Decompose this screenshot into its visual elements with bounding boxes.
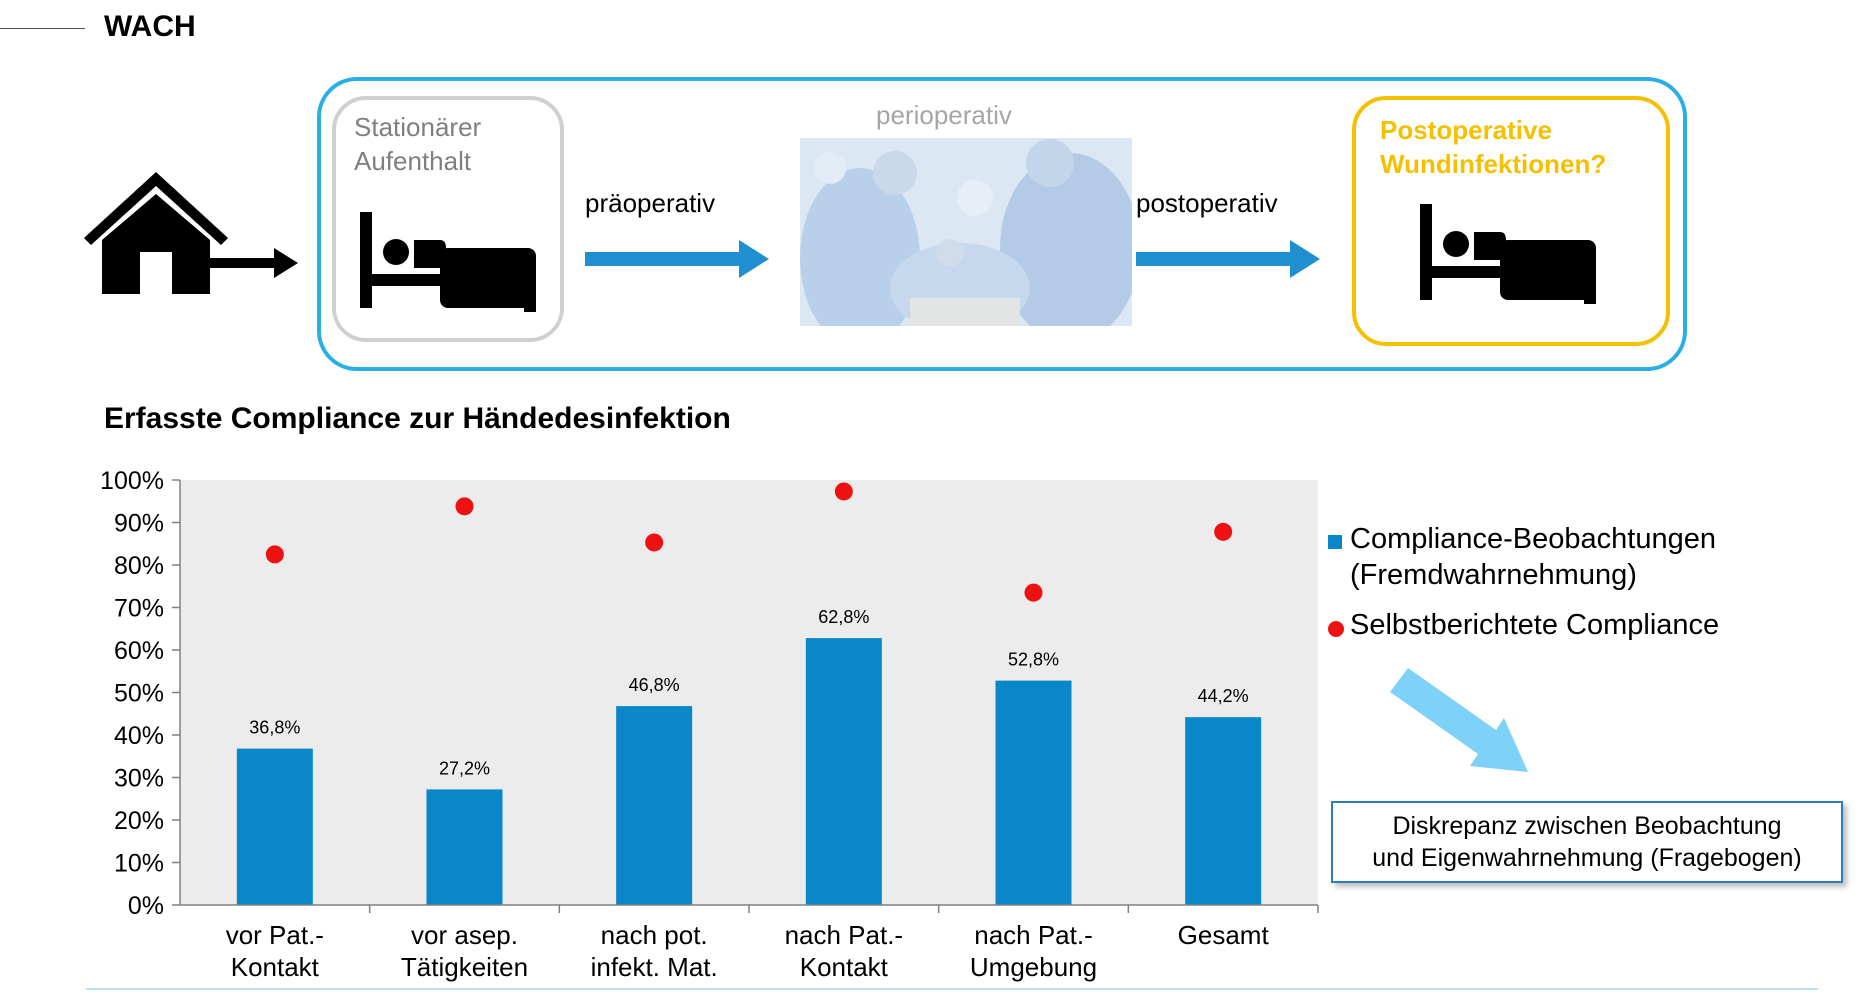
bar — [616, 706, 693, 905]
callout-line2: und Eigenwahrnehmung (Fragebogen) — [1372, 844, 1802, 872]
y-tick-label: 80% — [114, 552, 164, 580]
data-label: 44,2% — [1198, 686, 1249, 706]
x-category-label: infekt. Mat. — [591, 952, 718, 982]
self-reported-point — [265, 545, 284, 564]
y-tick-label: 100% — [100, 467, 164, 495]
x-category-label: nach Pat.- — [785, 920, 904, 950]
y-tick-label: 50% — [114, 680, 164, 708]
y-tick-label: 70% — [114, 595, 164, 623]
self-reported-point — [455, 497, 474, 516]
y-tick-label: 90% — [114, 510, 164, 538]
legend-bar-swatch — [1328, 535, 1342, 549]
callout-line1: Diskrepanz zwischen Beobachtung — [1392, 812, 1782, 840]
legend-label-self-reported: Selbstberichtete Compliance — [1350, 609, 1720, 641]
data-label: 36,8% — [249, 718, 300, 738]
preoperative-arrow — [585, 240, 769, 278]
hospital-bed-icon — [1420, 204, 1596, 304]
preoperative-label: präoperativ — [585, 188, 716, 218]
x-category-label: Kontakt — [231, 952, 320, 982]
x-category-label: nach Pat.- — [974, 920, 1093, 950]
wound-infection-box — [1352, 96, 1670, 346]
y-tick-label: 10% — [114, 850, 164, 878]
legend-label-observations-line2: (Fremdwahrnehmung) — [1350, 559, 1637, 591]
legend-label-observations: Compliance-Beobachtungen (Fremdwahrnehmu… — [1350, 521, 1716, 593]
x-category-label: Kontakt — [800, 952, 889, 982]
data-label: 62,8% — [818, 607, 869, 627]
legend-label-observations-line1: Compliance-Beobachtungen — [1350, 523, 1716, 555]
bar — [236, 748, 313, 905]
bar — [995, 680, 1072, 905]
plot-area — [180, 480, 1318, 905]
y-tick-label: 0% — [128, 892, 164, 920]
self-reported-point — [1214, 522, 1233, 541]
y-tick-label: 30% — [114, 765, 164, 793]
x-category-label: Gesamt — [1178, 920, 1270, 950]
surgery-photo — [800, 138, 1132, 326]
inpatient-stay-label: Stationärer Aufenthalt — [354, 112, 482, 176]
bar — [1185, 717, 1262, 905]
x-category-label: Tätigkeiten — [401, 952, 528, 982]
x-category-label: nach pot. — [601, 920, 708, 950]
bar — [805, 638, 882, 905]
x-category-label: vor asep. — [411, 920, 518, 950]
data-label: 46,8% — [629, 675, 680, 695]
header-rule — [0, 28, 85, 29]
hospital-bed-icon — [360, 212, 536, 312]
y-tick-label: 20% — [114, 807, 164, 835]
data-label: 52,8% — [1008, 650, 1059, 670]
wound-infection-label: Postoperative Wundinfektionen? — [1380, 115, 1607, 179]
callout-arrow — [1390, 668, 1528, 772]
chart-legend: Compliance-Beobachtungen (Fremdwahrnehmu… — [1328, 521, 1848, 681]
y-tick-label: 60% — [114, 637, 164, 665]
self-reported-point — [834, 482, 853, 501]
perioperative-label: perioperativ — [876, 100, 1012, 130]
self-reported-point — [645, 533, 664, 552]
legend-dot-swatch — [1328, 621, 1344, 637]
bar — [426, 789, 503, 905]
postoperative-arrow — [1136, 240, 1320, 278]
page-title: WACH — [104, 10, 196, 43]
self-reported-point — [1024, 583, 1043, 602]
inpatient-stay-box — [332, 96, 564, 342]
y-tick-label: 40% — [114, 722, 164, 750]
x-category-label: vor Pat.- — [226, 920, 324, 950]
footer-rule — [86, 988, 1818, 990]
chart-title: Erfasste Compliance zur Händedesinfektio… — [104, 402, 731, 435]
x-category-label: Umgebung — [970, 952, 1097, 982]
house-icon — [84, 172, 298, 294]
data-label: 27,2% — [439, 758, 490, 778]
care-flow-frame — [317, 77, 1687, 371]
postoperative-label: postoperativ — [1136, 188, 1278, 218]
discrepancy-callout: Diskrepanz zwischen Beobachtung und Eige… — [1331, 801, 1843, 883]
compliance-chart: 36,8% 27,2% 46,8% 62,8% 52,8% 44,2% 0% 10% 20% 3… — [100, 467, 1319, 982]
